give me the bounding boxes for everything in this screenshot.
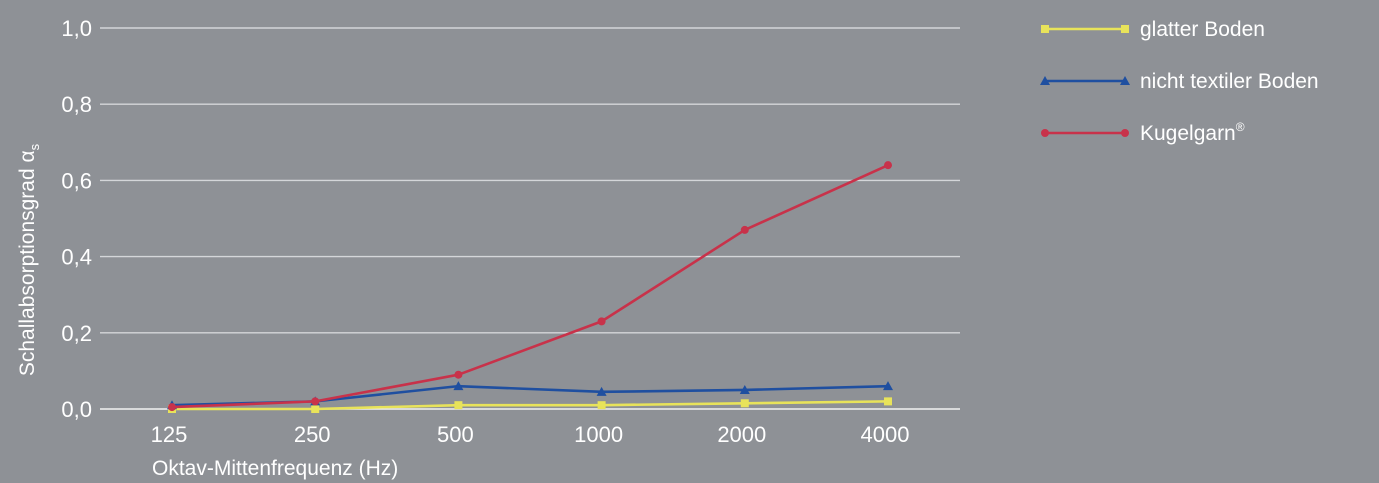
y-tick-label: 0,6	[61, 168, 92, 193]
data-point	[596, 386, 607, 396]
data-point	[454, 370, 463, 379]
y-tick-label: 0,8	[61, 92, 92, 117]
data-point	[740, 399, 749, 408]
data-point	[739, 384, 750, 394]
y-tick-label: 0,0	[61, 397, 92, 422]
x-tick-label: 4000	[861, 422, 910, 447]
y-axis-title: Schallabsorptionsgrad αs	[16, 143, 42, 376]
series-layer	[167, 161, 893, 413]
data-point	[597, 317, 606, 326]
x-tick-labels: 125 250 500 1000 2000 4000	[151, 422, 910, 447]
legend-marker-end	[1120, 76, 1130, 85]
y-tick-label: 0,4	[61, 245, 92, 270]
x-tick-label: 250	[294, 422, 331, 447]
series-line	[171, 163, 889, 409]
data-point	[453, 381, 464, 391]
legend-item: nicht textiler Boden	[1040, 70, 1319, 93]
legend-label-text: Kugelgarn	[1140, 122, 1236, 145]
series-line	[172, 400, 889, 411]
legend-marker-end	[1121, 25, 1129, 33]
series-1	[168, 397, 892, 413]
data-point	[311, 405, 320, 413]
data-point	[454, 401, 463, 410]
grid-lines	[100, 27, 960, 410]
legend-marker-start	[1041, 129, 1049, 137]
data-point	[740, 225, 749, 234]
legend-marker-start	[1040, 76, 1050, 85]
legend-marker-end	[1121, 129, 1129, 137]
legend-item: glatter Boden	[1041, 18, 1265, 41]
data-point	[311, 397, 320, 406]
legend-label-text: glatter Boden	[1140, 18, 1265, 41]
legend-marker-start	[1041, 25, 1049, 33]
legend-label-text: nicht textiler Boden	[1140, 70, 1319, 93]
data-point	[884, 397, 892, 406]
legend: glatter Boden nicht textiler Boden Kugelga…	[1040, 18, 1319, 145]
x-tick-label: 125	[151, 422, 188, 447]
y-axis-title-subscript: s	[27, 143, 42, 150]
legend-label: glatter Boden	[1140, 18, 1265, 41]
x-axis-title: Oktav-Mittenfrequenz (Hz)	[152, 457, 398, 480]
y-tick-label: 1,0	[61, 16, 92, 41]
legend-label: nicht textiler Boden	[1140, 70, 1319, 93]
series-3	[168, 161, 892, 412]
legend-item: Kugelgarn®	[1041, 120, 1245, 145]
y-tick-labels: 0,0 0,2 0,4 0,6 0,8 1,0	[61, 16, 92, 422]
x-tick-label: 500	[437, 422, 474, 447]
data-point	[597, 401, 606, 410]
x-tick-label: 1000	[574, 422, 623, 447]
legend-label: Kugelgarn®	[1140, 120, 1245, 145]
data-point	[168, 403, 176, 412]
data-point	[883, 381, 893, 391]
x-tick-label: 2000	[717, 422, 766, 447]
y-axis-title-group: Schallabsorptionsgrad αs	[16, 143, 42, 376]
legend-label-superscript: ®	[1236, 120, 1245, 134]
y-axis-title-text: Schallabsorptionsgrad α	[16, 150, 39, 376]
data-point	[884, 161, 892, 170]
y-tick-label: 0,2	[61, 321, 92, 346]
